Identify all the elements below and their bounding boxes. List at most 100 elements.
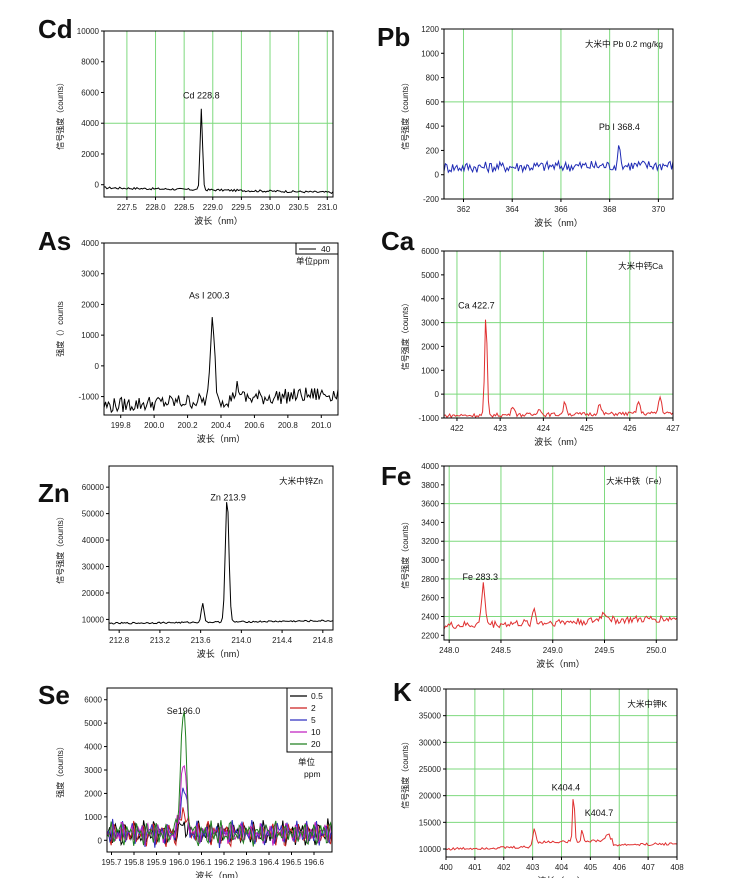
- peak-annotation: K404.4: [552, 782, 581, 792]
- y-tick-label: 0: [435, 171, 440, 180]
- x-tick-label: 195.9: [146, 858, 167, 867]
- y-tick-label: 20000: [419, 792, 442, 801]
- y-tick-label: 10000: [419, 845, 442, 854]
- y-tick-label: 3400: [421, 518, 439, 527]
- x-tick-label: 425: [580, 424, 594, 433]
- peak-annotation: Se196.0: [167, 706, 201, 716]
- x-tick-label: 401: [468, 863, 482, 872]
- y-tick-label: 200: [426, 146, 440, 155]
- y-axis-label: 强度（）counts: [55, 301, 65, 357]
- legend-unit: 单位: [298, 757, 316, 767]
- y-tick-label: 30000: [419, 738, 442, 747]
- legend-unit: 单位ppm: [296, 256, 330, 266]
- series-line-10: [107, 764, 332, 846]
- series-line: [444, 582, 677, 630]
- series-line: [104, 108, 333, 195]
- x-tick-label: 200.6: [244, 421, 265, 430]
- y-tick-label: 15000: [419, 818, 442, 827]
- element-label-cd: Cd: [38, 14, 73, 44]
- x-tick-label: 407: [641, 863, 655, 872]
- x-tick-label: 364: [506, 205, 520, 214]
- y-tick-label: 40000: [419, 685, 442, 694]
- y-tick-label: 2000: [81, 150, 99, 159]
- element-label-pb: Pb: [377, 22, 411, 52]
- x-tick-label: 200.2: [178, 421, 199, 430]
- y-tick-label: 10000: [77, 27, 100, 36]
- legend-text: 大米中铁（Fe）: [606, 476, 667, 486]
- y-tick-label: 60000: [82, 483, 105, 492]
- x-tick-label: 199.8: [111, 421, 132, 430]
- y-tick-label: 1200: [421, 25, 439, 34]
- x-tick-label: 427: [666, 424, 680, 433]
- x-tick-label: 196.1: [191, 858, 212, 867]
- y-tick-label: -1000: [419, 414, 440, 423]
- series-line: [444, 319, 673, 418]
- peak-annotation: Cd 228.8: [183, 91, 220, 101]
- y-axis-label: 信号强度（counts）: [400, 78, 410, 150]
- x-tick-label: 214.4: [272, 636, 293, 645]
- series-line: [109, 502, 333, 625]
- y-tick-label: 5000: [421, 271, 439, 280]
- y-tick-label: 3000: [421, 319, 439, 328]
- x-tick-label: 196.3: [236, 858, 257, 867]
- y-tick-label: 400: [426, 122, 440, 131]
- x-tick-label: 406: [613, 863, 627, 872]
- series-line: [446, 799, 677, 851]
- y-tick-label: 4000: [421, 462, 439, 471]
- x-tick-label: 195.7: [101, 858, 122, 867]
- x-tick-label: 213.2: [150, 636, 171, 645]
- peak-annotation: As I 200.3: [189, 290, 230, 300]
- x-tick-label: 214.8: [313, 636, 334, 645]
- x-tick-label: 201.0: [311, 421, 332, 430]
- x-tick-label: 426: [623, 424, 637, 433]
- y-axis-label: 强度（counts）: [55, 742, 65, 798]
- y-tick-label: -1000: [79, 393, 100, 402]
- y-tick-label: 4000: [81, 239, 99, 248]
- series-line-20: [107, 711, 332, 847]
- y-tick-label: 3000: [81, 270, 99, 279]
- x-axis-label: 波长（nm）: [534, 217, 583, 228]
- y-tick-label: 20000: [82, 589, 105, 598]
- y-tick-label: 800: [426, 74, 440, 83]
- y-tick-label: 0: [435, 390, 440, 399]
- x-tick-label: 404: [555, 863, 569, 872]
- y-tick-label: 2400: [421, 612, 439, 621]
- y-axis-label: 信号强度（counts）: [400, 517, 410, 589]
- legend-entry-0.5: 0.5: [311, 691, 323, 701]
- x-tick-label: 196.2: [214, 858, 235, 867]
- x-tick-label: 408: [670, 863, 684, 872]
- y-tick-label: 1000: [84, 813, 102, 822]
- x-tick-label: 200.0: [144, 421, 165, 430]
- y-tick-label: 30000: [82, 563, 105, 572]
- element-label-zn: Zn: [38, 478, 70, 508]
- x-tick-label: 230.0: [260, 203, 281, 212]
- x-tick-label: 248.5: [491, 646, 512, 655]
- x-axis-label: 波长（nm）: [197, 433, 246, 444]
- x-tick-label: 249.5: [594, 646, 615, 655]
- x-tick-label: 212.8: [109, 636, 130, 645]
- legend-text: 大米中钾K: [627, 699, 667, 709]
- y-tick-label: 600: [426, 98, 440, 107]
- x-tick-label: 405: [584, 863, 598, 872]
- y-tick-label: 3000: [84, 766, 102, 775]
- legend-text: 大米中锌Zn: [279, 476, 323, 486]
- y-axis-label: 信号强度（counts）: [400, 737, 410, 809]
- x-tick-label: 423: [493, 424, 507, 433]
- element-label-se: Se: [38, 680, 70, 710]
- x-tick-label: 402: [497, 863, 511, 872]
- x-tick-label: 403: [526, 863, 540, 872]
- y-tick-label: 4000: [421, 295, 439, 304]
- x-tick-label: 229.5: [231, 203, 252, 212]
- legend-entry: 40: [321, 244, 331, 254]
- legend-text: 大米中钙Ca: [618, 261, 663, 271]
- element-label-as: As: [38, 226, 72, 256]
- x-tick-label: 249.0: [543, 646, 564, 655]
- x-tick-label: 200.8: [278, 421, 299, 430]
- y-tick-label: 2800: [421, 575, 439, 584]
- x-tick-label: 370: [652, 205, 666, 214]
- y-tick-label: 2200: [421, 631, 439, 640]
- x-tick-label: 400: [439, 863, 453, 872]
